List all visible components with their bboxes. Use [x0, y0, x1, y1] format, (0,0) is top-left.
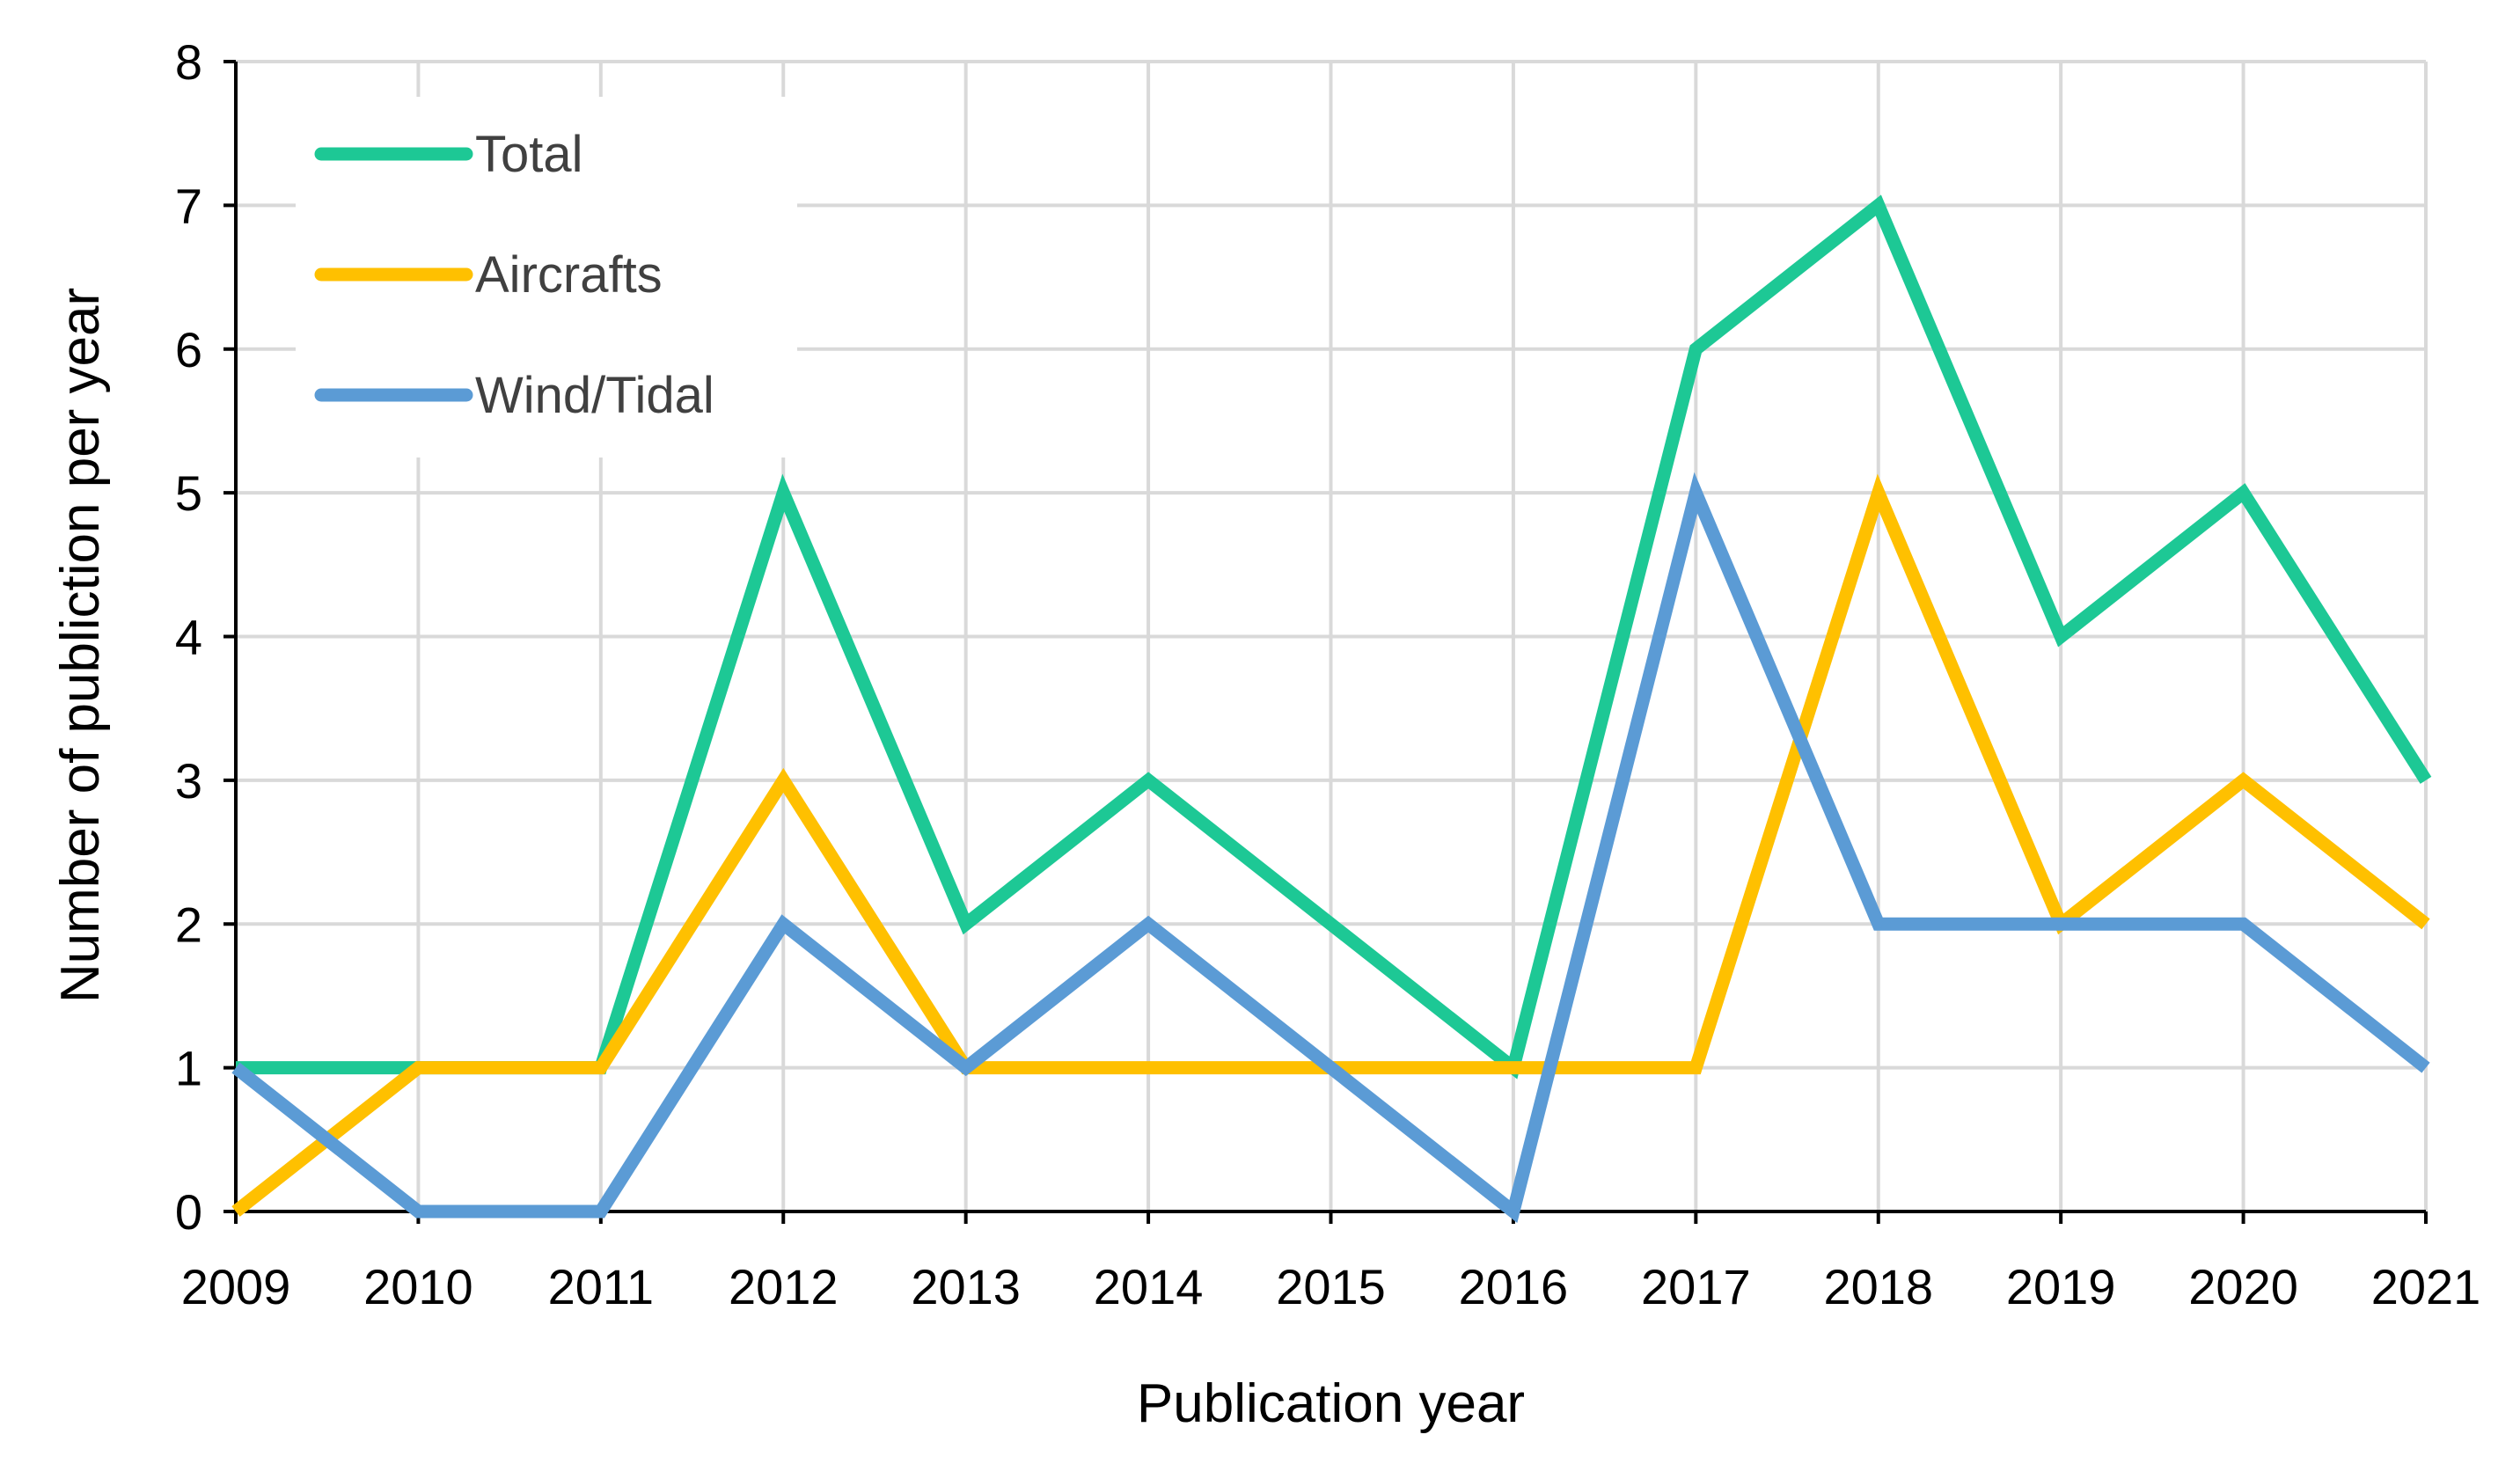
y-tick-label: 1 [175, 1041, 202, 1096]
y-tick-label: 4 [175, 610, 202, 665]
x-tick-label: 2012 [729, 1259, 839, 1314]
x-tick-label: 2011 [548, 1259, 654, 1314]
x-tick-label: 2018 [1823, 1259, 1933, 1314]
series-lines [231, 194, 2432, 1224]
x-axis-title: Publication year [1137, 1373, 1525, 1434]
x-tick-label: 2015 [1276, 1259, 1386, 1314]
legend-label: Total [475, 126, 583, 183]
legend: Total Aircrafts Wind/Tidal [296, 97, 797, 458]
legend-label: Wind/Tidal [475, 367, 714, 424]
x-tick-label: 2021 [2371, 1259, 2481, 1314]
y-tick-label: 7 [175, 178, 202, 233]
x-tick-label: 2013 [911, 1259, 1021, 1314]
x-tick-label: 2019 [2006, 1259, 2116, 1314]
tick-labels: 0 1 2 3 4 5 6 7 8 2009 2010 2011 2012 2013 2014 2015 201… [175, 34, 2480, 1314]
y-tick-label: 0 [175, 1184, 202, 1240]
y-tick-label: 5 [175, 465, 202, 521]
y-tick-label: 3 [175, 753, 202, 809]
x-tick-label: 2020 [2188, 1259, 2298, 1314]
series-line-wind-tidal [231, 472, 2430, 1224]
y-tick-label: 6 [175, 322, 202, 377]
x-tick-label: 2010 [363, 1259, 473, 1314]
x-tick-label: 2009 [181, 1259, 291, 1314]
x-tick-label: 2016 [1459, 1259, 1569, 1314]
legend-label: Aircrafts [475, 246, 663, 304]
y-tick-label: 2 [175, 897, 202, 952]
y-axis-title: Number of publiction per year [50, 288, 111, 1003]
x-tick-label: 2014 [1094, 1259, 1204, 1314]
y-tick-label: 8 [175, 34, 202, 90]
x-tick-label: 2017 [1641, 1259, 1751, 1314]
